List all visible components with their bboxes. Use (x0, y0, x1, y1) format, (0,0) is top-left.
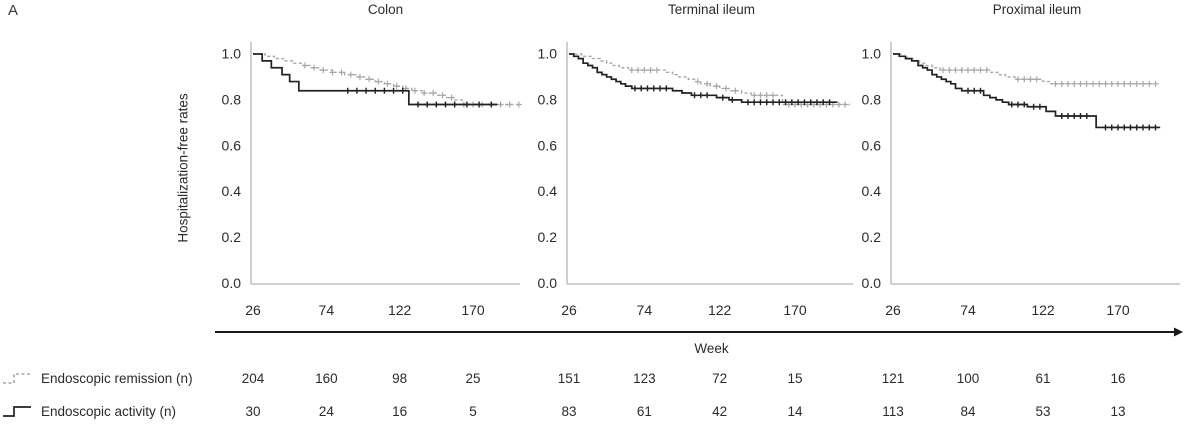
week-axis-arrowhead (1174, 327, 1183, 337)
activity-step-line-icon (3, 406, 31, 417)
x-tick-label: 74 (960, 302, 976, 318)
x-axis-label: Week (694, 341, 729, 356)
y-tick-label: 1.0 (862, 46, 882, 62)
legend-label-remission: Endoscopic remission (n) (41, 370, 193, 386)
panel-title-colon: Colon (367, 2, 404, 17)
censor-marks-remission (628, 67, 849, 108)
x-tick-label: 26 (885, 302, 901, 318)
y-tick-label: 0.6 (862, 137, 882, 153)
y-tick-label: 0.0 (222, 275, 242, 291)
at-risk-count: 113 (882, 404, 904, 419)
figure-panel-letter: A (8, 2, 19, 19)
km-curve-remission (253, 53, 520, 106)
km-curve-activity (569, 53, 838, 104)
x-tick-label: 26 (561, 302, 577, 318)
panel-title-terminal-ileum: Terminal ileum (667, 2, 756, 17)
remission-step-line-icon (3, 373, 31, 384)
legend-row-activity: Endoscopic activity (n) (2, 402, 176, 420)
at-risk-count: 100 (957, 371, 980, 386)
x-tick-label: 122 (1031, 302, 1055, 318)
at-risk-count: 61 (1035, 371, 1050, 386)
panel-title-proximal-ileum: Proximal ileum (992, 2, 1082, 17)
km-curve-activity (893, 53, 1161, 129)
censor-marks-remission (301, 62, 522, 108)
at-risk-count: 13 (1110, 404, 1125, 419)
y-tick-label: 0.2 (222, 229, 242, 245)
at-risk-count: 151 (558, 371, 581, 386)
at-risk-count: 24 (319, 404, 335, 419)
x-tick-label: 170 (783, 302, 807, 318)
censor-marks-activity (344, 87, 495, 108)
censor-marks-activity (965, 87, 1159, 131)
legend-label-activity: Endoscopic activity (n) (41, 403, 177, 419)
y-tick-label: 0.4 (222, 183, 242, 199)
at-risk-count: 53 (1035, 404, 1050, 419)
y-tick-label: 0.8 (538, 91, 558, 107)
at-risk-count: 98 (392, 371, 407, 386)
at-risk-count: 61 (637, 404, 652, 419)
x-tick-label: 170 (1106, 302, 1130, 318)
at-risk-count: 121 (882, 371, 905, 386)
km-curve-remission (569, 53, 850, 106)
y-tick-label: 1.0 (222, 46, 242, 62)
at-risk-count: 42 (712, 404, 727, 419)
x-tick-label: 74 (637, 302, 653, 318)
y-tick-label: 0.4 (862, 183, 882, 199)
at-risk-count: 14 (787, 404, 803, 419)
y-tick-label: 0.6 (538, 137, 558, 153)
at-risk-count: 204 (242, 371, 265, 386)
at-risk-count: 15 (787, 371, 802, 386)
at-risk-count: 83 (561, 404, 576, 419)
at-risk-count: 72 (712, 371, 727, 386)
x-tick-label: 74 (319, 302, 335, 318)
at-risk-count: 5 (469, 404, 477, 419)
x-tick-label: 170 (461, 302, 485, 318)
y-tick-label: 1.0 (538, 46, 558, 62)
y-tick-label: 0.2 (862, 229, 882, 245)
y-tick-label: 0.2 (538, 229, 558, 245)
at-risk-count: 30 (245, 404, 260, 419)
legend-row-remission: Endoscopic remission (n) (2, 369, 193, 387)
y-tick-label: 0.0 (538, 275, 558, 291)
x-tick-label: 122 (708, 302, 732, 318)
censor-marks-activity (631, 85, 833, 106)
at-risk-count: 16 (392, 404, 407, 419)
at-risk-count: 25 (465, 371, 480, 386)
x-tick-label: 122 (388, 302, 412, 318)
y-tick-label: 0.8 (222, 91, 242, 107)
censor-marks-remission (940, 67, 1159, 87)
at-risk-count: 84 (960, 404, 976, 419)
y-tick-label: 0.6 (222, 137, 242, 153)
y-tick-label: 0.4 (538, 183, 558, 199)
at-risk-count: 123 (633, 371, 656, 386)
km-curve-activity (253, 53, 498, 106)
x-tick-label: 26 (245, 302, 261, 318)
at-risk-count: 160 (315, 371, 338, 386)
y-tick-label: 0.0 (862, 275, 882, 291)
y-tick-label: 0.8 (862, 91, 882, 107)
at-risk-count: 16 (1110, 371, 1125, 386)
